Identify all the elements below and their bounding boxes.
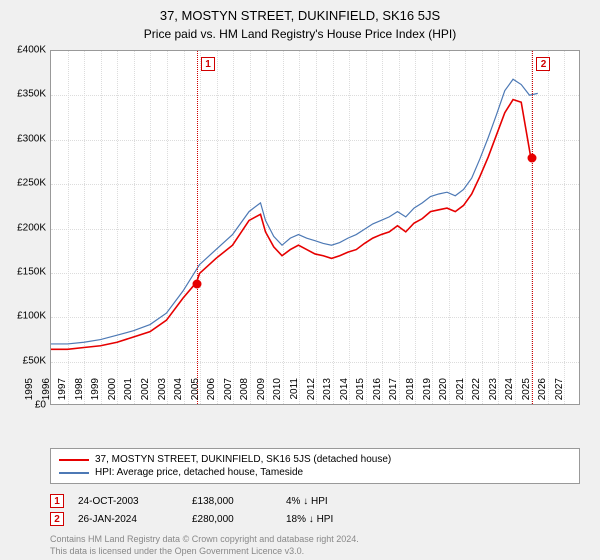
legend-item: 37, MOSTYN STREET, DUKINFIELD, SK16 5JS … [59,453,571,466]
x-axis-label: 2000 [107,378,118,408]
footer-line-2: This data is licensed under the Open Gov… [50,546,580,558]
sale-date: 24-OCT-2003 [78,496,178,507]
x-axis-label: 2009 [256,378,267,408]
legend-swatch [59,472,89,474]
line-series-svg [51,51,579,404]
sale-badge: 1 [50,494,64,508]
legend-item: HPI: Average price, detached house, Tame… [59,466,571,479]
x-axis-label: 2010 [272,378,283,408]
sale-hpi: 4% ↓ HPI [286,496,376,507]
x-axis-label: 2005 [190,378,201,408]
sale-hpi: 18% ↓ HPI [286,514,376,525]
marker-vertical-line [532,51,533,404]
plot-area: 12 [50,50,580,405]
sale-row: 1 24-OCT-2003 £138,000 4% ↓ HPI [50,492,580,510]
y-axis-label: £50K [6,355,46,366]
sale-badge: 2 [50,512,64,526]
chart-subtitle: Price paid vs. HM Land Registry's House … [0,23,600,41]
x-axis-label: 2020 [438,378,449,408]
x-axis-label: 2027 [554,378,565,408]
x-axis-label: 2018 [405,378,416,408]
x-axis-label: 2004 [173,378,184,408]
x-axis-label: 2026 [537,378,548,408]
x-axis-label: 2023 [488,378,499,408]
x-axis-label: 2001 [123,378,134,408]
footer-attribution: Contains HM Land Registry data © Crown c… [50,534,580,557]
x-axis-label: 2019 [422,378,433,408]
footer-line-1: Contains HM Land Registry data © Crown c… [50,534,580,546]
x-axis-label: 2007 [223,378,234,408]
x-axis-label: 2002 [140,378,151,408]
x-axis-label: 2016 [372,378,383,408]
x-axis-label: 2008 [239,378,250,408]
x-axis-label: 2021 [455,378,466,408]
y-axis-label: £300K [6,133,46,144]
chart-title: 37, MOSTYN STREET, DUKINFIELD, SK16 5JS [0,0,600,23]
marker-dot [528,153,537,162]
x-axis-label: 2011 [289,378,300,408]
x-axis-label: 2022 [471,378,482,408]
sale-date: 26-JAN-2024 [78,514,178,525]
x-axis-label: 1999 [90,378,101,408]
y-axis-label: £400K [6,45,46,56]
marker-dot [193,279,202,288]
y-axis-label: £200K [6,222,46,233]
y-axis-label: £250K [6,178,46,189]
sales-table: 1 24-OCT-2003 £138,000 4% ↓ HPI 2 26-JAN-2024… [50,492,580,528]
x-axis-label: 1997 [57,378,68,408]
x-axis-label: 1995 [24,378,35,408]
series-line [51,79,538,344]
x-axis-label: 2013 [322,378,333,408]
legend-swatch [59,459,89,461]
x-axis-label: 2012 [306,378,317,408]
marker-vertical-line [197,51,198,404]
x-axis-label: 2015 [355,378,366,408]
x-axis-label: 2024 [504,378,515,408]
legend-label: 37, MOSTYN STREET, DUKINFIELD, SK16 5JS … [95,454,391,465]
x-axis-label: 2006 [206,378,217,408]
sale-price: £280,000 [192,514,272,525]
sale-price: £138,000 [192,496,272,507]
y-axis-label: £100K [6,311,46,322]
x-axis-label: 1996 [41,378,52,408]
marker-badge: 2 [536,57,550,71]
x-axis-label: 2003 [157,378,168,408]
sale-row: 2 26-JAN-2024 £280,000 18% ↓ HPI [50,510,580,528]
legend-label: HPI: Average price, detached house, Tame… [95,467,303,478]
marker-badge: 1 [201,57,215,71]
x-axis-label: 2017 [388,378,399,408]
chart-container: 37, MOSTYN STREET, DUKINFIELD, SK16 5JS … [0,0,600,560]
legend-box: 37, MOSTYN STREET, DUKINFIELD, SK16 5JS … [50,448,580,484]
x-axis-label: 2025 [521,378,532,408]
y-axis-label: £350K [6,89,46,100]
x-axis-label: 2014 [339,378,350,408]
series-line [51,100,531,350]
x-axis-label: 1998 [74,378,85,408]
y-axis-label: £150K [6,266,46,277]
